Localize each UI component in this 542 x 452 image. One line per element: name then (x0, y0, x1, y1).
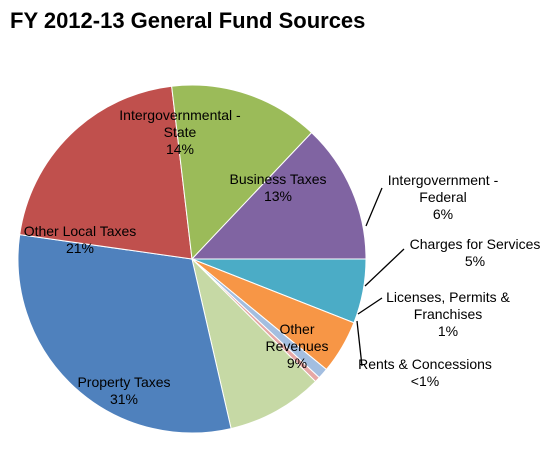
pie-slice-other-revenues (191, 257, 317, 430)
leader-line-rents-concessions (356, 320, 363, 367)
leader-line-intergovernment-federal (365, 187, 383, 227)
slice-label-business-taxes: Business Taxes 13% (229, 171, 326, 204)
slice-label-intergovernment-federal: Intergovernment -Federal 6% (388, 172, 499, 222)
slice-label-licenses-permits-franchises: Licenses, Permits & Franchises 1% (386, 289, 510, 339)
slice-label-other-local-taxes: Other Local Taxes 21% (24, 223, 137, 256)
pie-slice-business-taxes (190, 131, 367, 260)
leader-line-charges-for-services (364, 248, 405, 287)
slice-label-charges-for-services: Charges for Services 5% (410, 236, 541, 269)
chart-title: FY 2012-13 General Fund Sources (10, 8, 366, 33)
pie-slice-property-taxes (17, 234, 232, 434)
slice-label-rents-concessions: Rents & Concessions <1% (358, 356, 492, 389)
pie-slice-intergovernmental-state (171, 84, 313, 261)
leader-line-licenses-permits-franchises (357, 297, 383, 315)
slice-label-intergovernmental-state: Intergovernmental -State 14% (119, 107, 241, 157)
slice-label-property-taxes: Property Taxes 31% (77, 374, 170, 407)
slice-label-other-revenues: Other Revenues 9% (265, 321, 328, 371)
pie-slice-other-local-taxes (19, 85, 193, 260)
